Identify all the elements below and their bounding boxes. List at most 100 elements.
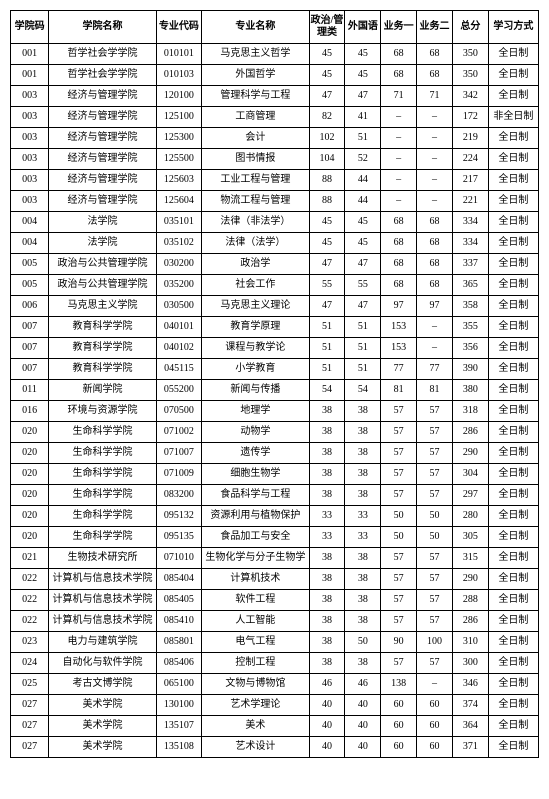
cell-col-school-code: 020: [11, 485, 49, 506]
cell-col-major-name: 电气工程: [202, 632, 310, 653]
cell-col-school-code: 023: [11, 632, 49, 653]
cell-col-subject2: –: [417, 317, 453, 338]
cell-col-foreign-lang: 47: [345, 254, 381, 275]
cell-col-subject1: 90: [381, 632, 417, 653]
cell-col-politics: 38: [309, 611, 345, 632]
cell-col-major-code: 135108: [156, 737, 201, 758]
cell-col-major-name: 教育学原理: [202, 317, 310, 338]
cell-col-subject1: 57: [381, 422, 417, 443]
cell-col-total: 358: [452, 296, 488, 317]
cell-col-politics: 40: [309, 737, 345, 758]
cell-col-total: 337: [452, 254, 488, 275]
cell-col-subject1: 68: [381, 212, 417, 233]
cell-col-total: 380: [452, 380, 488, 401]
cell-col-total: 304: [452, 464, 488, 485]
table-row: 020生命科学学院071002动物学38385757286全日制: [11, 422, 539, 443]
cell-col-foreign-lang: 50: [345, 632, 381, 653]
cell-col-major-code: 071010: [156, 548, 201, 569]
cell-col-foreign-lang: 38: [345, 653, 381, 674]
cell-col-subject2: 60: [417, 716, 453, 737]
cell-col-school-name: 经济与管理学院: [49, 191, 157, 212]
cell-col-subject2: 57: [417, 464, 453, 485]
cell-col-subject1: –: [381, 170, 417, 191]
col-school-name: 学院名称: [49, 11, 157, 44]
cell-col-major-code: 030500: [156, 296, 201, 317]
cell-col-study-mode: 全日制: [488, 485, 538, 506]
cell-col-politics: 51: [309, 359, 345, 380]
cell-col-foreign-lang: 47: [345, 296, 381, 317]
cell-col-total: 219: [452, 128, 488, 149]
cell-col-major-name: 资源利用与植物保护: [202, 506, 310, 527]
cell-col-subject1: –: [381, 128, 417, 149]
cell-col-subject2: –: [417, 128, 453, 149]
cell-col-subject2: 57: [417, 485, 453, 506]
cell-col-study-mode: 全日制: [488, 653, 538, 674]
table-row: 001哲学社会学学院010103外国哲学45456868350全日制: [11, 65, 539, 86]
cell-col-foreign-lang: 38: [345, 611, 381, 632]
cell-col-foreign-lang: 45: [345, 212, 381, 233]
cell-col-major-name: 小学教育: [202, 359, 310, 380]
cell-col-major-code: 035200: [156, 275, 201, 296]
cell-col-school-name: 法学院: [49, 212, 157, 233]
cell-col-foreign-lang: 40: [345, 695, 381, 716]
cell-col-subject2: 57: [417, 422, 453, 443]
cell-col-total: 356: [452, 338, 488, 359]
cell-col-school-name: 生物技术研究所: [49, 548, 157, 569]
cell-col-study-mode: 全日制: [488, 254, 538, 275]
cell-col-major-code: 130100: [156, 695, 201, 716]
table-row: 023电力与建筑学院085801电气工程385090100310全日制: [11, 632, 539, 653]
cell-col-study-mode: 全日制: [488, 443, 538, 464]
cell-col-politics: 38: [309, 569, 345, 590]
cell-col-foreign-lang: 45: [345, 44, 381, 65]
cell-col-subject1: –: [381, 107, 417, 128]
table-row: 004法学院035102法律（法学）45456868334全日制: [11, 233, 539, 254]
cell-col-school-name: 教育科学学院: [49, 317, 157, 338]
cell-col-school-name: 计算机与信息技术学院: [49, 611, 157, 632]
table-row: 005政治与公共管理学院030200政治学47476868337全日制: [11, 254, 539, 275]
cell-col-subject2: 68: [417, 254, 453, 275]
cell-col-major-code: 071002: [156, 422, 201, 443]
cell-col-study-mode: 全日制: [488, 191, 538, 212]
cell-col-subject2: 68: [417, 212, 453, 233]
cell-col-subject2: 60: [417, 695, 453, 716]
cell-col-school-code: 005: [11, 254, 49, 275]
cell-col-foreign-lang: 51: [345, 128, 381, 149]
cell-col-major-code: 040102: [156, 338, 201, 359]
cell-col-school-code: 003: [11, 170, 49, 191]
cell-col-subject1: 81: [381, 380, 417, 401]
table-row: 003经济与管理学院125500图书情报10452––224全日制: [11, 149, 539, 170]
cell-col-major-code: 045115: [156, 359, 201, 380]
cell-col-major-code: 135107: [156, 716, 201, 737]
cell-col-study-mode: 全日制: [488, 170, 538, 191]
cell-col-foreign-lang: 45: [345, 65, 381, 86]
cell-col-subject2: 57: [417, 401, 453, 422]
cell-col-subject2: 97: [417, 296, 453, 317]
table-row: 022计算机与信息技术学院085410人工智能38385757286全日制: [11, 611, 539, 632]
cell-col-politics: 40: [309, 716, 345, 737]
table-row: 025考古文博学院065100文物与博物馆4646138–346全日制: [11, 674, 539, 695]
cell-col-politics: 38: [309, 443, 345, 464]
cell-col-foreign-lang: 55: [345, 275, 381, 296]
cell-col-foreign-lang: 38: [345, 590, 381, 611]
cell-col-major-code: 055200: [156, 380, 201, 401]
table-row: 001哲学社会学学院010101马克思主义哲学45456868350全日制: [11, 44, 539, 65]
cell-col-total: 224: [452, 149, 488, 170]
cell-col-politics: 38: [309, 401, 345, 422]
cell-col-study-mode: 全日制: [488, 737, 538, 758]
cell-col-subject1: 68: [381, 254, 417, 275]
cell-col-school-code: 007: [11, 359, 49, 380]
cell-col-school-code: 003: [11, 128, 49, 149]
cell-col-politics: 55: [309, 275, 345, 296]
table-row: 027美术学院130100艺术学理论40406060374全日制: [11, 695, 539, 716]
cell-col-major-code: 125100: [156, 107, 201, 128]
cell-col-total: 172: [452, 107, 488, 128]
cell-col-major-name: 工商管理: [202, 107, 310, 128]
cell-col-school-name: 生命科学学院: [49, 443, 157, 464]
cell-col-school-name: 美术学院: [49, 695, 157, 716]
cell-col-politics: 45: [309, 233, 345, 254]
cell-col-school-code: 004: [11, 233, 49, 254]
cell-col-politics: 54: [309, 380, 345, 401]
col-total: 总分: [452, 11, 488, 44]
cell-col-study-mode: 全日制: [488, 674, 538, 695]
cell-col-major-code: 085404: [156, 569, 201, 590]
